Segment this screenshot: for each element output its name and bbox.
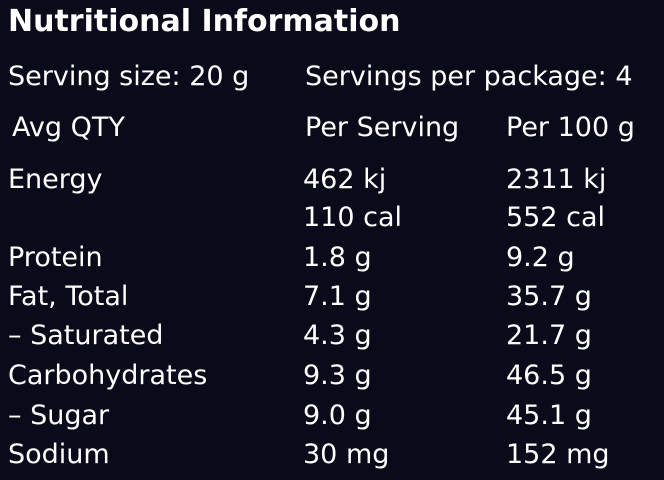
per-100g-value: 2311 kj <box>506 164 607 195</box>
table-row: Carbohydrates 9.3 g 46.5 g <box>0 357 664 395</box>
nutrient-name: – Sugar <box>8 400 110 431</box>
per-serving-value: 4.3 g <box>303 320 372 351</box>
nutrient-name: Fat, Total <box>8 281 129 312</box>
table-row: Fat, Total 7.1 g 35.7 g <box>0 278 664 316</box>
serving-size-label: Serving size: 20 g <box>8 61 250 92</box>
header-per-100g: Per 100 g <box>506 112 635 143</box>
table-row: Energy 462 kj 2311 kj <box>0 161 664 199</box>
table-row: Protein 1.8 g 9.2 g <box>0 239 664 277</box>
table-row: 110 cal 552 cal <box>0 199 664 237</box>
per-serving-value: 462 kj <box>303 164 387 195</box>
per-100g-value: 21.7 g <box>506 320 592 351</box>
servings-per-package-label: Servings per package: 4 <box>305 61 633 92</box>
table-row: Sodium 30 mg 152 mg <box>0 436 664 474</box>
per-serving-value: 110 cal <box>303 202 403 233</box>
nutrient-name: – Saturated <box>8 320 164 351</box>
nutrient-name: Protein <box>8 242 103 273</box>
per-serving-value: 1.8 g <box>303 242 372 273</box>
per-serving-value: 9.3 g <box>303 360 372 391</box>
table-row: – Sugar 9.0 g 45.1 g <box>0 397 664 435</box>
header-per-serving: Per Serving <box>305 112 460 143</box>
nutrient-name: Carbohydrates <box>8 360 208 391</box>
per-100g-value: 45.1 g <box>506 400 592 431</box>
page-title: Nutritional Information <box>8 4 401 39</box>
nutrient-name: Sodium <box>8 439 110 470</box>
serving-info-row: Serving size: 20 g Servings per package:… <box>0 58 664 96</box>
per-100g-value: 9.2 g <box>506 242 575 273</box>
per-serving-value: 7.1 g <box>303 281 372 312</box>
per-100g-value: 35.7 g <box>506 281 592 312</box>
per-serving-value: 9.0 g <box>303 400 372 431</box>
table-row: – Saturated 4.3 g 21.7 g <box>0 317 664 355</box>
per-100g-value: 552 cal <box>506 202 606 233</box>
header-avg-qty: Avg QTY <box>12 112 125 143</box>
per-serving-value: 30 mg <box>303 439 390 470</box>
per-100g-value: 46.5 g <box>506 360 592 391</box>
table-header-row: Avg QTY Per Serving Per 100 g <box>0 109 664 147</box>
per-100g-value: 152 mg <box>506 439 610 470</box>
nutrient-name: Energy <box>8 164 103 195</box>
